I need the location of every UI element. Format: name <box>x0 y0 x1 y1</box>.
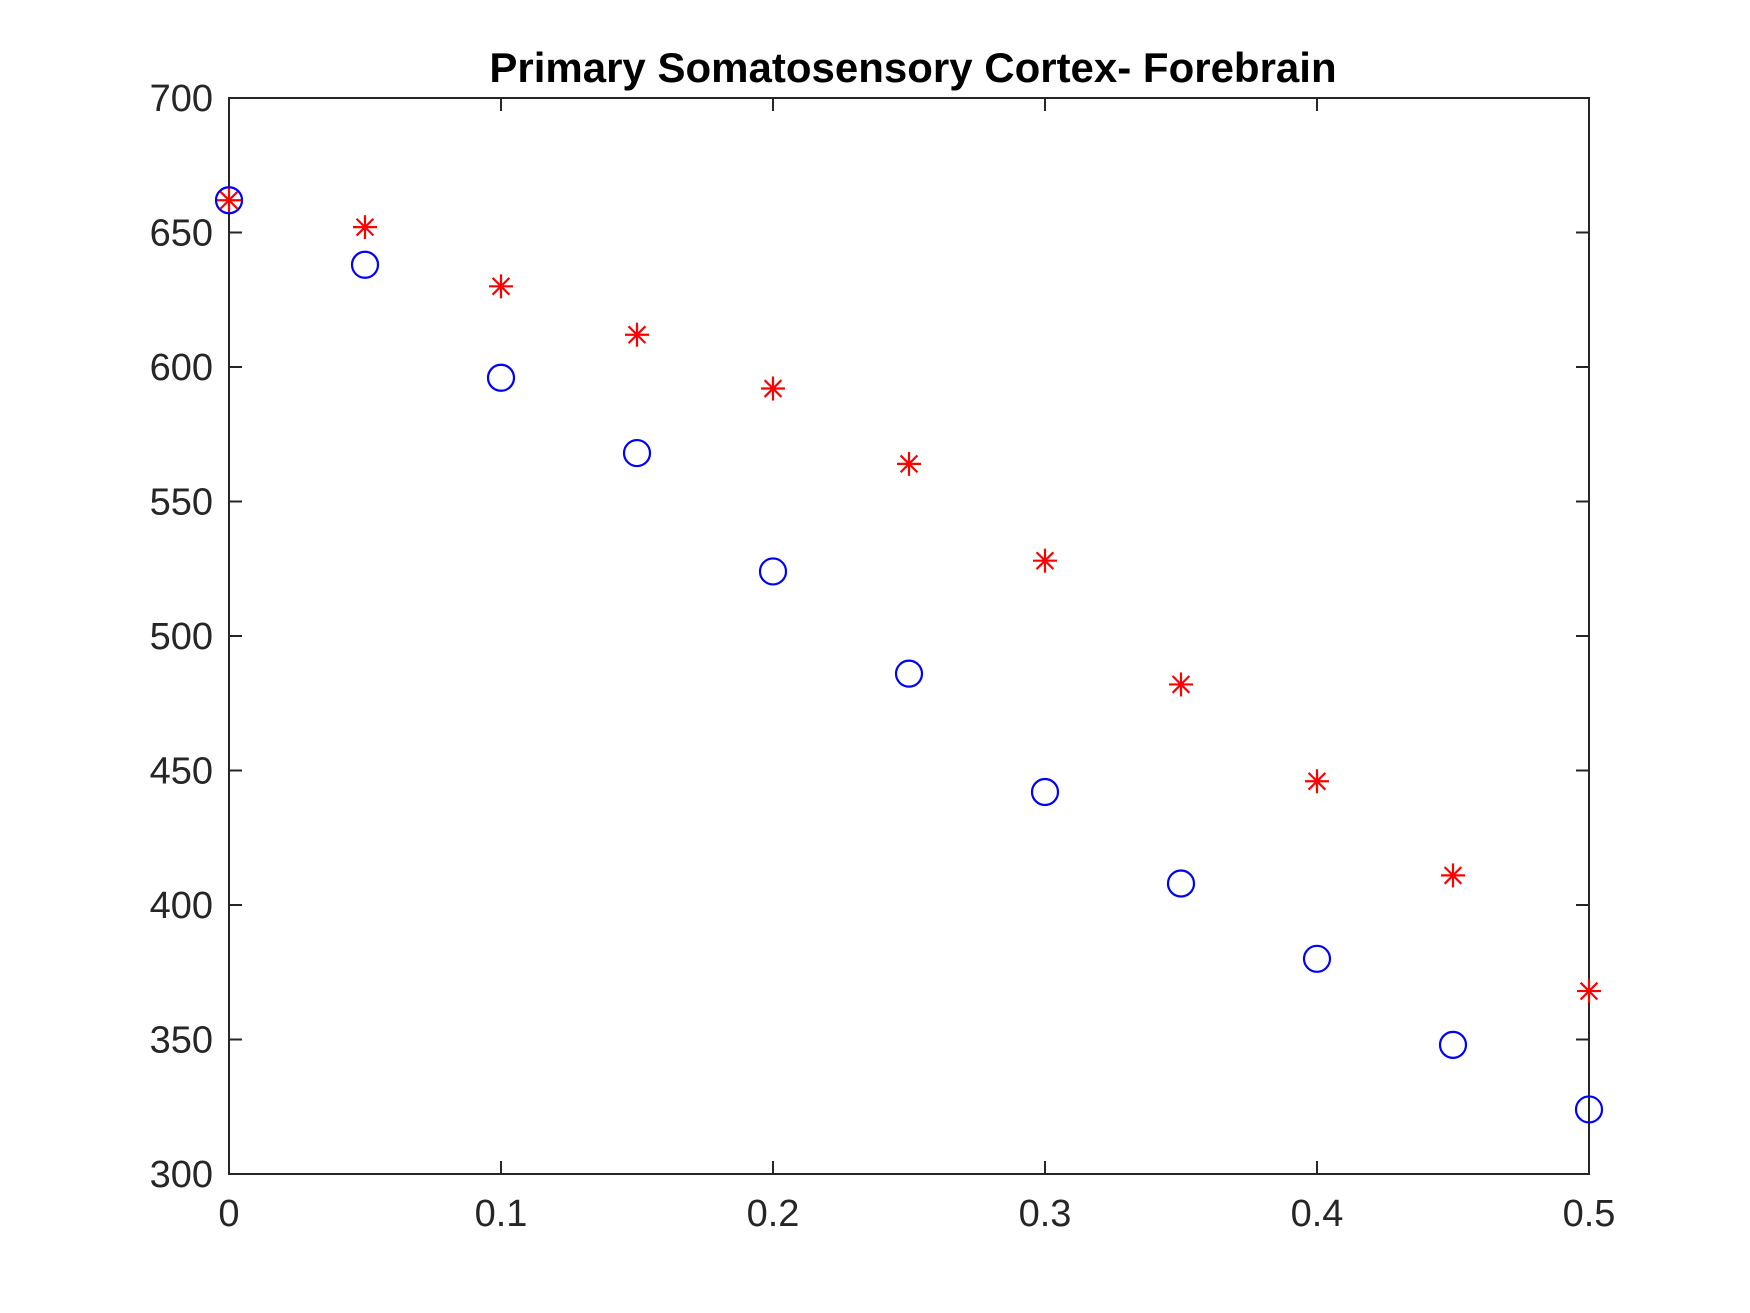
x-tick-label: 0.1 <box>475 1193 528 1235</box>
circle-point <box>1166 869 1196 898</box>
y-tick-label: 400 <box>150 885 213 927</box>
y-tick-label: 450 <box>150 751 213 793</box>
circle-point <box>622 438 652 468</box>
x-tick-label: 0.4 <box>1291 1193 1344 1235</box>
plot-area <box>228 97 1590 1175</box>
circle-point <box>1438 1030 1468 1059</box>
axis-ticks <box>228 97 1590 1175</box>
circle-point <box>894 659 924 688</box>
x-tick-label: 0.2 <box>747 1193 800 1235</box>
x-tick-label: 0 <box>218 1193 239 1235</box>
axis-tick-labels: 0 0.1 0.2 0.3 0.4 0.5 300 350 400 450 500 550 600 650… <box>150 78 1616 1235</box>
y-tick-label: 550 <box>150 482 213 524</box>
y-tick-label: 600 <box>150 347 213 389</box>
asterisk-point <box>761 376 785 401</box>
data-points <box>214 186 1604 1124</box>
asterisk-point <box>489 274 513 299</box>
y-tick-label: 700 <box>150 78 213 120</box>
circle-point <box>350 250 380 279</box>
y-tick-label: 300 <box>150 1154 213 1196</box>
y-tick-label: 350 <box>150 1020 213 1062</box>
asterisk-point <box>1169 672 1193 697</box>
asterisk-point <box>1033 548 1057 573</box>
asterisk-point <box>353 215 377 240</box>
circle-point <box>1574 1095 1604 1124</box>
asterisk-point <box>1305 769 1329 794</box>
circle-point <box>1302 944 1332 973</box>
asterisk-point <box>217 188 241 213</box>
circle-point <box>758 557 788 586</box>
x-tick-label: 0.5 <box>1563 1193 1616 1235</box>
y-tick-label: 650 <box>150 213 213 255</box>
circle-point <box>486 363 516 392</box>
circle-point <box>214 186 244 215</box>
x-tick-label: 0.3 <box>1019 1193 1072 1235</box>
y-tick-label: 500 <box>150 616 213 658</box>
asterisk-point <box>1577 979 1601 1004</box>
circle-point <box>1030 777 1060 807</box>
asterisk-point <box>1441 863 1465 888</box>
chart-title: Primary Somatosensory Cortex- Forebrain <box>489 44 1336 91</box>
asterisk-point <box>625 322 649 347</box>
asterisk-point <box>897 451 921 476</box>
